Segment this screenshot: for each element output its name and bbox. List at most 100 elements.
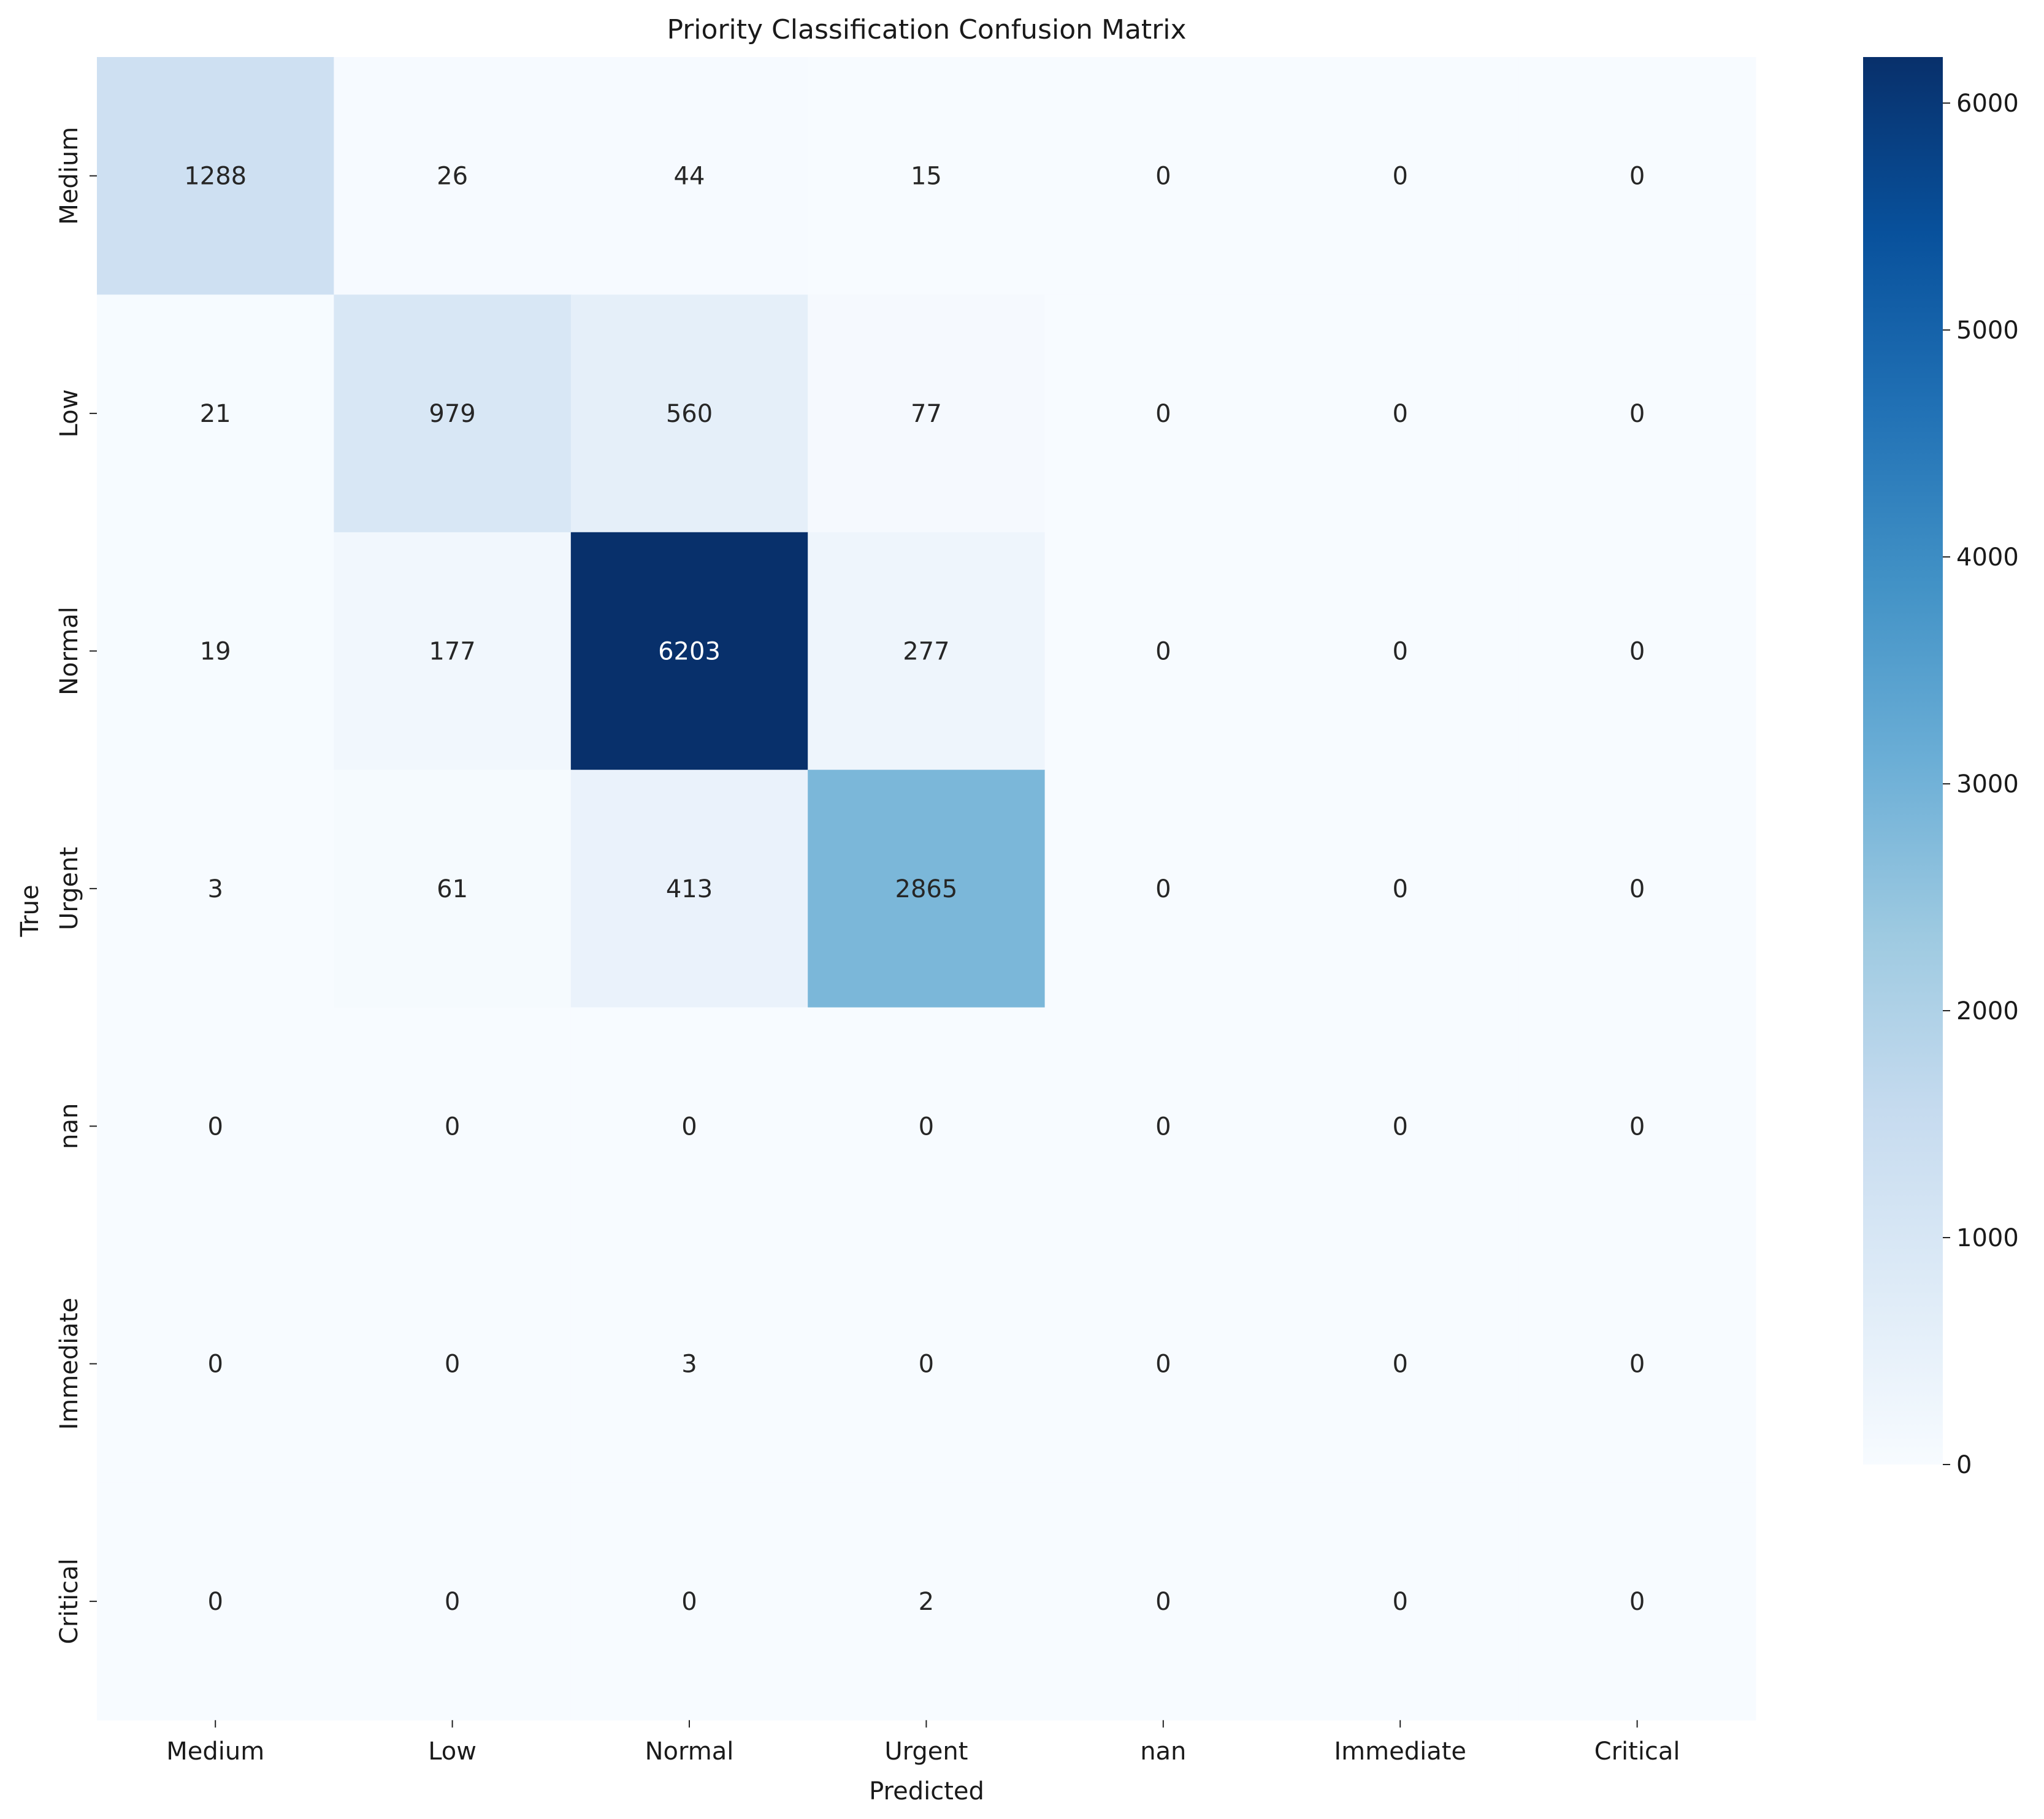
heatmap-cell xyxy=(570,532,808,770)
cell-value-label: 979 xyxy=(429,400,475,428)
cell-value-label: 2 xyxy=(919,1588,934,1616)
heatmap-cell xyxy=(808,770,1046,1008)
heatmap-cell xyxy=(1044,1007,1282,1246)
colorbar-gradient xyxy=(1863,57,1943,1465)
cell-value-label: 177 xyxy=(429,638,475,666)
heatmap-cell xyxy=(808,1482,1046,1721)
heatmap-cell xyxy=(334,770,572,1008)
heatmap-cell xyxy=(1044,1245,1282,1483)
heatmap-cell xyxy=(1044,294,1282,533)
heatmap-cell xyxy=(1282,1482,1519,1721)
colorbar-tick-label: 2000 xyxy=(1956,997,2019,1025)
heatmap-cell xyxy=(1282,57,1519,295)
heatmap-cell xyxy=(808,57,1046,295)
heatmap-cell xyxy=(97,770,334,1008)
cell-value-label: 0 xyxy=(1392,163,1407,191)
colorbar-tick-label: 5000 xyxy=(1956,316,2019,345)
heatmap-cell xyxy=(808,1245,1046,1483)
x-tick-label: Medium xyxy=(166,1737,264,1766)
cell-value-label: 0 xyxy=(1155,1588,1171,1616)
cell-value-label: 0 xyxy=(1629,1350,1645,1379)
heatmap-cell xyxy=(1518,294,1756,533)
heatmap-cell xyxy=(1282,1245,1519,1483)
cell-value-label: 0 xyxy=(919,1350,934,1379)
heatmap-cell xyxy=(1282,1007,1519,1246)
heatmap-cell xyxy=(1282,770,1519,1008)
x-tick-label: Normal xyxy=(645,1737,734,1766)
cell-value-label: 0 xyxy=(207,1350,223,1379)
heatmap-cell xyxy=(808,1007,1046,1246)
y-tick-label: Immediate xyxy=(55,1298,83,1430)
heatmap-cell xyxy=(808,532,1046,770)
cell-value-label: 0 xyxy=(1392,875,1407,903)
heatmap-cell xyxy=(1518,532,1756,770)
cell-value-label: 0 xyxy=(445,1588,460,1616)
heatmap-cell xyxy=(570,1245,808,1483)
colorbar-ticks: 0 1000 2000 3000 4000 5000 6000 xyxy=(1943,90,2019,1479)
heatmap-cell xyxy=(1044,1482,1282,1721)
cell-value-label: 0 xyxy=(445,1350,460,1379)
cell-value-label: 0 xyxy=(207,1588,223,1616)
x-axis: Medium Low Normal Urgent nan Immediate Critica… xyxy=(166,1720,1680,1766)
colorbar-tick-label: 0 xyxy=(1956,1451,1972,1479)
heatmap-cell xyxy=(1518,1007,1756,1246)
x-tick-label: Critical xyxy=(1594,1737,1680,1766)
heatmap-cell xyxy=(334,1482,572,1721)
cell-value-label: 6203 xyxy=(658,638,721,666)
cell-value-label: 61 xyxy=(437,875,468,903)
cell-value-label: 2865 xyxy=(895,875,958,903)
cell-value-label: 0 xyxy=(681,1112,697,1141)
cell-value-label: 0 xyxy=(1629,1112,1645,1141)
cell-value-label: 0 xyxy=(1392,638,1407,666)
heatmap-cell xyxy=(97,1482,334,1721)
heatmap-cell xyxy=(1282,532,1519,770)
cell-value-label: 0 xyxy=(1155,875,1171,903)
heatmap-cell xyxy=(97,1245,334,1483)
cell-value-label: 0 xyxy=(1629,1588,1645,1616)
heatmap-cells xyxy=(97,57,1756,1721)
heatmap-cell xyxy=(570,57,808,295)
heatmap-cell xyxy=(97,1007,334,1246)
heatmap-cell xyxy=(570,294,808,533)
cell-value-label: 0 xyxy=(681,1588,697,1616)
y-tick-label: Low xyxy=(55,389,83,438)
heatmap-cell xyxy=(334,532,572,770)
cell-value-label: 77 xyxy=(911,400,942,428)
heatmap-cell xyxy=(97,294,334,533)
cell-value-label: 0 xyxy=(1392,1350,1407,1379)
cell-value-label: 0 xyxy=(1155,400,1171,428)
chart-title: Priority Classification Confusion Matrix xyxy=(667,14,1186,45)
y-tick-label: Medium xyxy=(55,127,83,225)
heatmap-cell xyxy=(1044,57,1282,295)
cell-value-label: 413 xyxy=(666,875,713,903)
heatmap-cell xyxy=(1044,532,1282,770)
heatmap-cell xyxy=(1282,294,1519,533)
cell-value-label: 44 xyxy=(674,163,705,191)
y-tick-label: Urgent xyxy=(55,847,83,930)
cell-value-label: 0 xyxy=(1629,400,1645,428)
colorbar-tick-label: 3000 xyxy=(1956,770,2019,798)
y-tick-label: nan xyxy=(55,1103,83,1149)
cell-value-label: 21 xyxy=(200,400,231,428)
cell-value-label: 1288 xyxy=(184,163,247,191)
cell-value-label: 26 xyxy=(437,163,468,191)
x-tick-label: Urgent xyxy=(884,1737,968,1766)
heatmap-cell xyxy=(1518,1482,1756,1721)
y-axis-label: True xyxy=(16,885,44,938)
cell-value-label: 560 xyxy=(666,400,713,428)
cell-value-label: 0 xyxy=(919,1112,934,1141)
heatmap-cell xyxy=(334,1007,572,1246)
heatmap-cell xyxy=(334,294,572,533)
y-tick-label: Normal xyxy=(55,607,83,695)
colorbar: 0 1000 2000 3000 4000 5000 6000 xyxy=(1863,57,2019,1479)
heatmap-cell xyxy=(1518,770,1756,1008)
cell-value-label: 277 xyxy=(903,638,949,666)
cell-value-label: 0 xyxy=(1629,638,1645,666)
x-tick-label: Low xyxy=(428,1737,477,1766)
cell-value-label: 3 xyxy=(207,875,223,903)
heatmap-cell xyxy=(334,57,572,295)
cell-value-label: 0 xyxy=(1629,163,1645,191)
heatmap-cell xyxy=(1044,770,1282,1008)
cell-value-label: 0 xyxy=(1392,1588,1407,1616)
